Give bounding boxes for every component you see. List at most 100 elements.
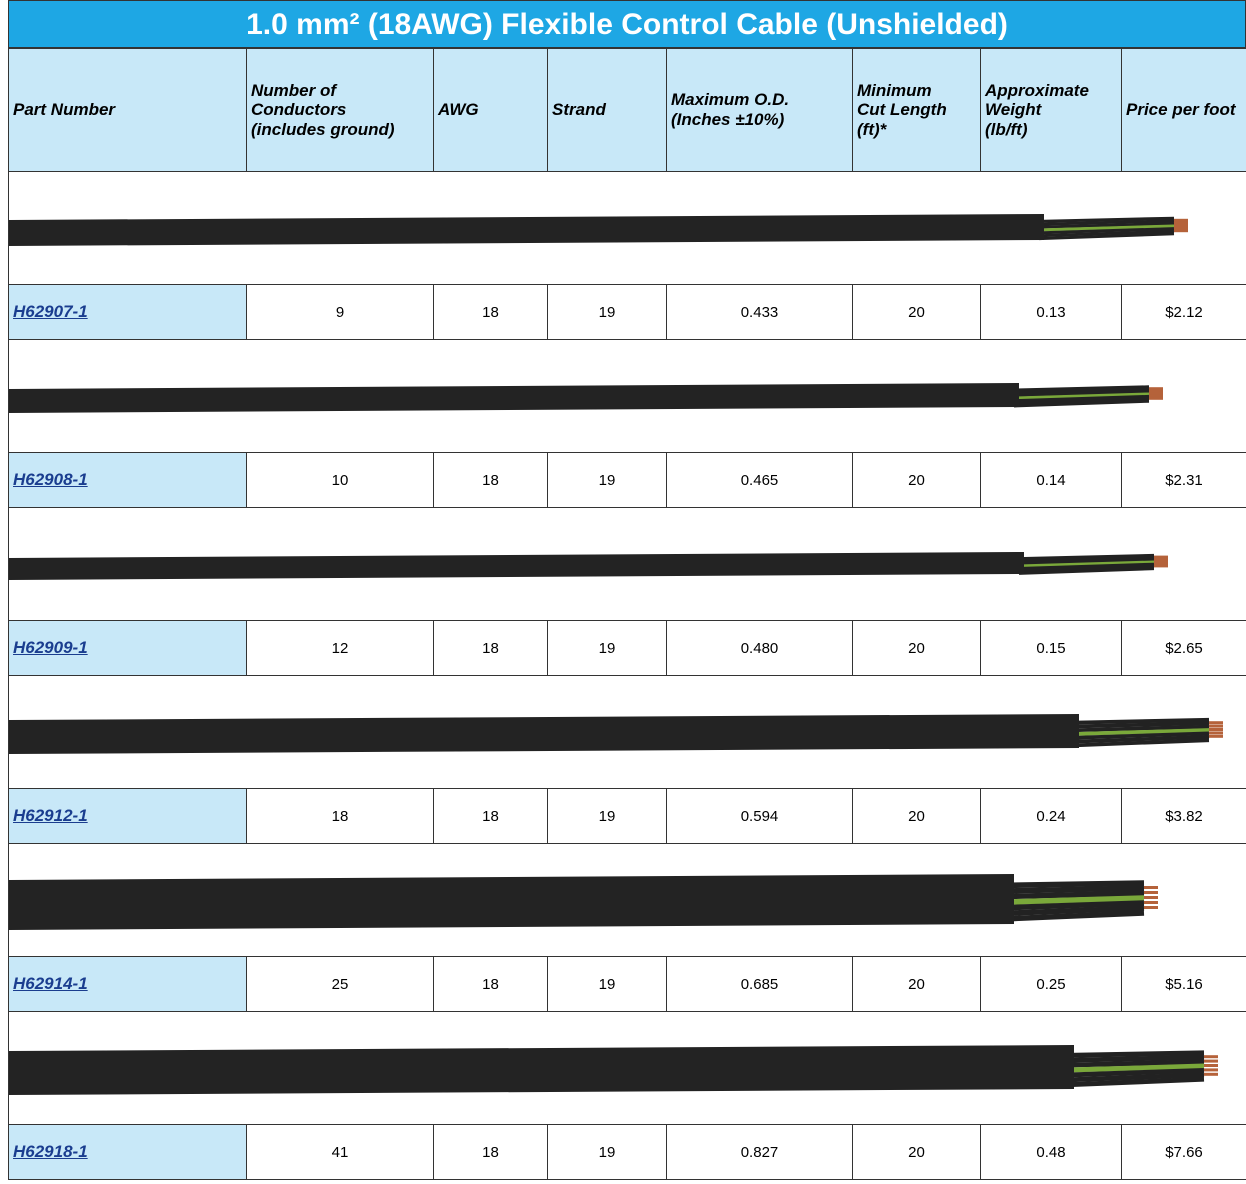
wire-tip	[1144, 886, 1158, 889]
column-header: Part Number	[8, 48, 247, 172]
wire-tip	[1144, 901, 1158, 904]
part-number-link[interactable]: H62907-1	[13, 302, 88, 321]
wire-tip	[1149, 392, 1163, 395]
part-number-link[interactable]: H62918-1	[13, 1142, 88, 1161]
wire	[1073, 721, 1210, 729]
header-line: Number of	[251, 80, 336, 100]
wire	[1013, 397, 1150, 405]
part-number-link[interactable]: H62908-1	[13, 470, 88, 489]
value-cell: 41	[246, 1124, 434, 1180]
table-body: H62907-1 9 18 19 0.433 20 0.13 $2.12 H62908-1 10 1…	[8, 171, 1246, 1180]
data-row: H62908-1 10 18 19 0.465 20 0.14 $2.31	[8, 452, 1246, 508]
value-cell: 20	[852, 284, 981, 340]
wire	[1038, 219, 1175, 226]
header-line: (Inches ±10%)	[671, 110, 785, 129]
value-cell: 19	[547, 452, 667, 508]
wire	[1018, 564, 1155, 573]
cable-image	[9, 874, 1158, 930]
cable-wires	[1018, 553, 1168, 575]
header-line: Maximum O.D.	[671, 90, 790, 110]
part-number-cell: H62918-1	[8, 1124, 247, 1180]
wire	[1038, 216, 1175, 223]
cable-jacket	[9, 714, 1079, 754]
part-number-link[interactable]: H62909-1	[13, 638, 88, 657]
cable-wires	[1038, 216, 1188, 241]
wire-tip	[1154, 555, 1168, 559]
wire-tip	[1209, 728, 1223, 731]
header-line: Part Number	[13, 100, 116, 120]
cable-image-cell	[8, 675, 1246, 789]
wire-tip	[1204, 1055, 1218, 1059]
cable-wires	[1068, 1050, 1218, 1088]
header-line: (lb/ft)	[985, 119, 1028, 139]
cable-wires	[1073, 717, 1223, 748]
header-line: AWG	[438, 100, 479, 120]
wire-tip	[1154, 562, 1168, 566]
data-row: H62907-1 9 18 19 0.433 20 0.13 $2.12	[8, 284, 1246, 340]
value-cell: 20	[852, 1124, 981, 1180]
cable-image	[9, 1045, 1218, 1095]
wire	[1038, 224, 1175, 232]
wire	[1068, 1059, 1205, 1068]
part-number-link[interactable]: H62914-1	[13, 974, 88, 993]
header-line: Cut Length	[857, 100, 947, 120]
wire	[1018, 556, 1155, 563]
header-line: Weight	[985, 100, 1042, 120]
cable-wires	[1008, 880, 1158, 922]
cable-image-cell	[8, 843, 1246, 957]
wire-tip	[1174, 229, 1188, 233]
column-header: Strand	[547, 48, 667, 172]
value-cell: 9	[246, 284, 434, 340]
value-cell: 0.15	[980, 620, 1122, 676]
wire	[1018, 553, 1155, 561]
wire	[1018, 567, 1155, 575]
value-cell: 0.24	[980, 788, 1122, 844]
cable-jacket	[9, 383, 1019, 413]
wire	[1073, 724, 1210, 733]
value-cell: 18	[433, 452, 548, 508]
value-cell: $2.12	[1121, 284, 1246, 340]
wire-tip	[1149, 396, 1163, 400]
data-row: H62914-1 25 18 19 0.685 20 0.25 $5.16	[8, 956, 1246, 1012]
part-number-link[interactable]: H62912-1	[13, 806, 88, 825]
wire	[1073, 738, 1210, 748]
value-cell: 18	[433, 788, 548, 844]
cable-image-cell	[8, 171, 1246, 285]
value-cell: 0.480	[666, 620, 853, 676]
value-cell: 20	[852, 620, 981, 676]
cable-table: 1.0 mm² (18AWG) Flexible Control Cable (…	[8, 0, 1246, 1180]
value-cell: $5.16	[1121, 956, 1246, 1012]
wire-tip	[1149, 387, 1163, 391]
cable-image-cell	[8, 1011, 1246, 1125]
value-cell: 20	[852, 452, 981, 508]
value-cell: 0.13	[980, 284, 1122, 340]
value-cell: 25	[246, 956, 434, 1012]
value-cell: $2.31	[1121, 452, 1246, 508]
wire-tip	[1209, 724, 1223, 728]
part-number-cell: H62909-1	[8, 620, 247, 676]
table-title: 1.0 mm² (18AWG) Flexible Control Cable (…	[8, 0, 1246, 48]
column-header: Price per foot	[1121, 48, 1246, 172]
wire	[1068, 1067, 1205, 1078]
header-line: Conductors	[251, 100, 347, 120]
wire	[1018, 562, 1155, 570]
wire	[1068, 1063, 1205, 1073]
cable-jacket	[9, 552, 1024, 580]
header-line: Minimum	[857, 80, 932, 100]
value-cell: $3.82	[1121, 788, 1246, 844]
value-cell: 19	[547, 1124, 667, 1180]
part-number-cell: H62908-1	[8, 452, 247, 508]
cable-jacket	[9, 874, 1014, 930]
value-cell: 18	[246, 788, 434, 844]
value-cell: 19	[547, 620, 667, 676]
image-row	[8, 1011, 1246, 1125]
cable-wires	[1013, 385, 1163, 408]
wire-tip	[1174, 221, 1188, 225]
wire-tip	[1204, 1064, 1218, 1067]
image-row	[8, 507, 1246, 621]
value-cell: 20	[852, 956, 981, 1012]
wire	[1073, 717, 1210, 725]
wire	[1013, 394, 1150, 403]
cable-image-cell	[8, 507, 1246, 621]
wire-tip	[1209, 731, 1223, 735]
